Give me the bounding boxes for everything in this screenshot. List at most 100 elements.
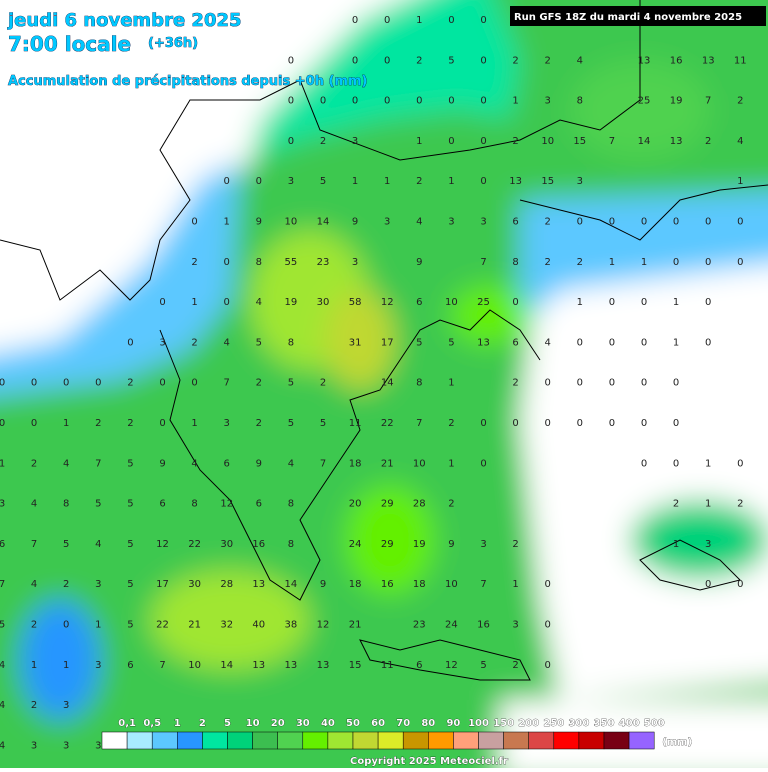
legend-swatch xyxy=(377,731,404,750)
grid-value: 5 xyxy=(320,176,326,187)
grid-value: 13 xyxy=(317,660,330,671)
grid-value: 3 xyxy=(448,217,454,228)
grid-value: 0 xyxy=(609,378,615,389)
legend-swatch xyxy=(177,731,203,750)
grid-value: 0 xyxy=(480,96,486,107)
grid-value: 23 xyxy=(317,257,330,268)
legend-label: 500 xyxy=(644,718,665,729)
grid-value: 1 xyxy=(577,297,583,308)
grid-value: 7 xyxy=(480,579,486,590)
grid-value: 5 xyxy=(95,499,101,510)
grid-value: 13 xyxy=(477,337,490,348)
grid-value: 3 xyxy=(352,136,358,147)
subtitle: Accumulation de précipitations depuis +0… xyxy=(8,74,367,89)
grid-value: 2 xyxy=(737,499,743,510)
grid-value: 13 xyxy=(509,176,522,187)
grid-value: 14 xyxy=(285,579,298,590)
grid-value: 1 xyxy=(352,176,358,187)
grid-value: 14 xyxy=(638,136,651,147)
grid-value: 19 xyxy=(413,539,426,550)
grid-value: 22 xyxy=(381,418,394,429)
grid-value: 6 xyxy=(512,337,518,348)
legend-swatch xyxy=(503,731,529,750)
grid-value: 3 xyxy=(352,257,358,268)
grid-value: 3 xyxy=(480,539,486,550)
grid-value: 10 xyxy=(541,136,554,147)
run-label: Run GFS 18Z du mardi 4 novembre 2025 xyxy=(514,12,742,23)
grid-value: 3 xyxy=(31,740,37,751)
legend-swatch xyxy=(202,731,228,750)
grid-value: 1 xyxy=(512,579,518,590)
grid-value: 3 xyxy=(545,96,551,107)
date-label: jeudi 6 novembre 2025 xyxy=(7,10,242,31)
grid-value: 6 xyxy=(512,217,518,228)
grid-value: 6 xyxy=(0,539,5,550)
grid-value: 23 xyxy=(413,620,426,631)
grid-value: 2 xyxy=(448,418,454,429)
legend: 0,1 0,5 1 2 5 10 20 30 40 50 60 70 80 90 100 150 200 250 3… xyxy=(101,718,692,750)
legend-label: 100 xyxy=(468,718,489,729)
grid-value: 12 xyxy=(220,499,233,510)
legend-label: 50 xyxy=(346,718,360,729)
grid-value: 1 xyxy=(95,620,101,631)
grid-value: 7 xyxy=(159,660,165,671)
grid-value: 0 xyxy=(480,176,486,187)
grid-value: 6 xyxy=(159,499,165,510)
grid-value: 1 xyxy=(63,660,69,671)
grid-value: 0 xyxy=(384,15,390,26)
grid-value: 0 xyxy=(641,418,647,429)
grid-value: 17 xyxy=(381,337,394,348)
grid-value: 0 xyxy=(737,217,743,228)
grid-value: 9 xyxy=(159,458,165,469)
run-box xyxy=(510,6,766,26)
grid-value: 9 xyxy=(416,257,422,268)
grid-value: 4 xyxy=(0,740,5,751)
grid-value: 0 xyxy=(224,297,230,308)
grid-value: 24 xyxy=(445,620,458,631)
grid-value: 21 xyxy=(349,620,362,631)
grid-value: 5 xyxy=(0,620,5,631)
grid-value: 28 xyxy=(413,499,426,510)
grid-value: 16 xyxy=(670,55,683,66)
grid-value: 2 xyxy=(31,458,37,469)
grid-value: 12 xyxy=(445,660,458,671)
grid-value: 4 xyxy=(224,337,230,348)
grid-value: 0 xyxy=(31,378,37,389)
grid-value: 0 xyxy=(577,337,583,348)
legend-label: 2 xyxy=(199,718,206,729)
grid-value: 0 xyxy=(480,458,486,469)
grid-value: 1 xyxy=(673,297,679,308)
time-label: 7:00 locale xyxy=(8,32,131,56)
legend-label: 30 xyxy=(296,718,310,729)
grid-value: 2 xyxy=(416,55,422,66)
legend-swatch xyxy=(628,731,655,750)
grid-value: 0 xyxy=(448,15,454,26)
grid-value: 0 xyxy=(673,217,679,228)
grid-value: 5 xyxy=(127,620,133,631)
grid-value: 6 xyxy=(224,458,230,469)
legend-label: 300 xyxy=(568,718,589,729)
grid-value: 6 xyxy=(256,499,262,510)
grid-value: 2 xyxy=(31,700,37,711)
grid-value: 20 xyxy=(349,499,362,510)
legend-swatch xyxy=(402,731,429,750)
grid-value: 11 xyxy=(381,660,394,671)
grid-value: 10 xyxy=(188,660,201,671)
grid-value: 18 xyxy=(413,579,426,590)
grid-value: 58 xyxy=(349,297,362,308)
grid-value: 0 xyxy=(31,418,37,429)
grid-value: 2 xyxy=(416,176,422,187)
grid-value: 5 xyxy=(127,539,133,550)
grid-value: 29 xyxy=(381,499,394,510)
grid-value: 8 xyxy=(288,539,294,550)
legend-swatch xyxy=(553,731,580,750)
grid-value: 3 xyxy=(95,579,101,590)
grid-value: 2 xyxy=(127,418,133,429)
grid-value: 21 xyxy=(188,620,201,631)
grid-value: 12 xyxy=(317,620,330,631)
grid-value: 9 xyxy=(448,539,454,550)
grid-value: 30 xyxy=(188,579,201,590)
grid-value: 0 xyxy=(63,620,69,631)
grid-value: 10 xyxy=(445,297,458,308)
grid-value: 0 xyxy=(95,378,101,389)
